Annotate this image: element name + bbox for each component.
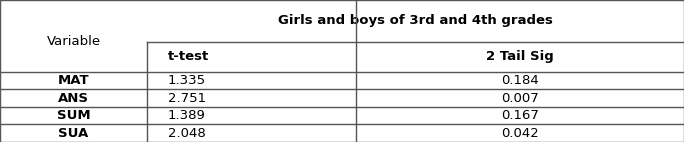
Text: 2.751: 2.751 xyxy=(168,92,206,105)
Text: 1.389: 1.389 xyxy=(168,109,205,122)
Text: ANS: ANS xyxy=(58,92,89,105)
Text: Variable: Variable xyxy=(47,35,101,48)
Text: 1.335: 1.335 xyxy=(168,74,206,87)
Text: MAT: MAT xyxy=(57,74,90,87)
Text: 0.042: 0.042 xyxy=(501,127,539,140)
Text: SUM: SUM xyxy=(57,109,90,122)
Text: t-test: t-test xyxy=(168,50,209,63)
Text: 2 Tail Sig: 2 Tail Sig xyxy=(486,50,554,63)
Text: 0.007: 0.007 xyxy=(501,92,539,105)
Text: 0.184: 0.184 xyxy=(501,74,539,87)
Text: SUA: SUA xyxy=(58,127,89,140)
Text: 0.167: 0.167 xyxy=(501,109,539,122)
Text: Girls and boys of 3rd and 4th grades: Girls and boys of 3rd and 4th grades xyxy=(278,14,553,27)
Text: 2.048: 2.048 xyxy=(168,127,205,140)
